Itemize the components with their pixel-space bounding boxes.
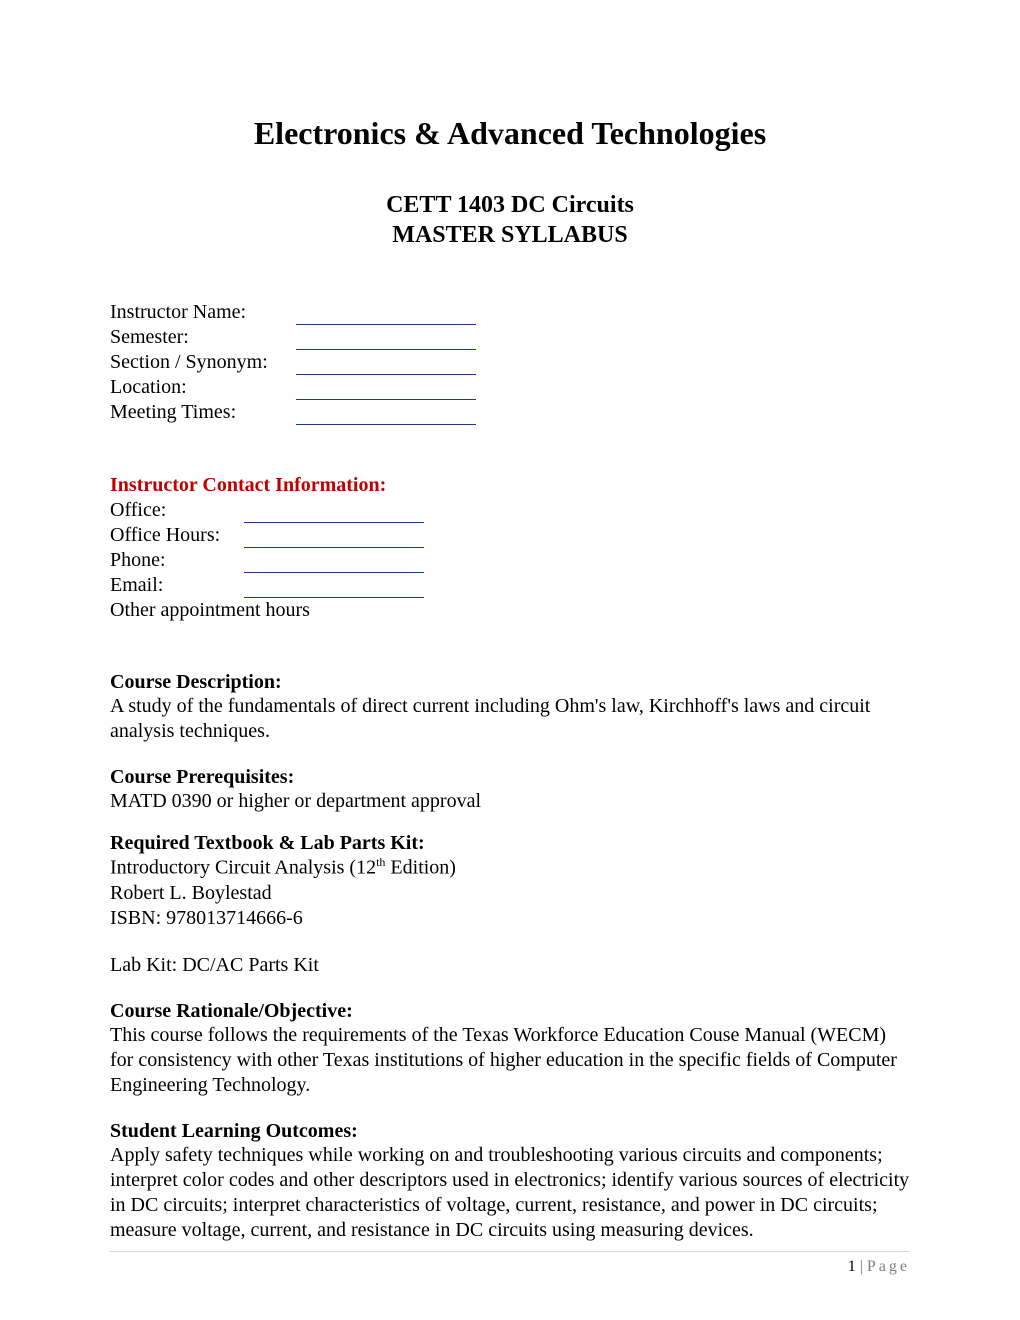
instructor-name-label: Instructor Name: xyxy=(110,300,292,325)
lab-kit-text: Lab Kit: DC/AC Parts Kit xyxy=(110,953,910,978)
section-field[interactable] xyxy=(296,357,476,375)
meeting-times-row: Meeting Times: xyxy=(110,400,910,425)
course-code-line: CETT 1403 DC Circuits xyxy=(110,190,910,220)
office-label: Office: xyxy=(110,498,240,523)
semester-field[interactable] xyxy=(296,332,476,350)
location-field[interactable] xyxy=(296,382,476,400)
course-description-heading: Course Description: xyxy=(110,671,910,694)
email-field[interactable] xyxy=(244,580,424,598)
prerequisites-text: MATD 0390 or higher or department approv… xyxy=(110,789,910,814)
instructor-name-row: Instructor Name: xyxy=(110,300,910,325)
rationale-heading: Course Rationale/Objective: xyxy=(110,1000,910,1023)
textbook-title-post: Edition) xyxy=(385,857,456,879)
department-title: Electronics & Advanced Technologies xyxy=(110,115,910,152)
office-row: Office: xyxy=(110,498,910,523)
office-hours-label: Office Hours: xyxy=(110,523,240,548)
course-description-text: A study of the fundamentals of direct cu… xyxy=(110,694,910,744)
phone-row: Phone: xyxy=(110,548,910,573)
master-syllabus-line: MASTER SYLLABUS xyxy=(110,220,910,250)
textbook-section: Required Textbook & Lab Parts Kit: Intro… xyxy=(110,832,910,978)
section-row: Section / Synonym: xyxy=(110,350,910,375)
page-footer: 1|Page xyxy=(110,1251,910,1276)
location-label: Location: xyxy=(110,375,292,400)
textbook-isbn: ISBN: 978013714666-6 xyxy=(110,906,910,931)
office-field[interactable] xyxy=(244,505,424,523)
section-label: Section / Synonym: xyxy=(110,350,292,375)
textbook-heading: Required Textbook & Lab Parts Kit: xyxy=(110,832,910,855)
page-container: Electronics & Advanced Technologies CETT… xyxy=(0,0,1020,1305)
textbook-line1: Introductory Circuit Analysis (12th Edit… xyxy=(110,855,910,881)
footer-label: Page xyxy=(867,1258,910,1275)
location-row: Location: xyxy=(110,375,910,400)
meeting-times-label: Meeting Times: xyxy=(110,400,292,425)
footer-rule xyxy=(110,1251,910,1252)
footer-separator: | xyxy=(856,1258,867,1275)
basic-info-block: Instructor Name: Semester: Section / Syn… xyxy=(110,300,910,425)
outcomes-section: Student Learning Outcomes: Apply safety … xyxy=(110,1120,910,1243)
course-title-block: CETT 1403 DC Circuits MASTER SYLLABUS xyxy=(110,190,910,250)
footer-text: 1|Page xyxy=(110,1258,910,1276)
meeting-times-field[interactable] xyxy=(296,407,476,425)
rationale-section: Course Rationale/Objective: This course … xyxy=(110,1000,910,1098)
semester-row: Semester: xyxy=(110,325,910,350)
phone-label: Phone: xyxy=(110,548,240,573)
outcomes-heading: Student Learning Outcomes: xyxy=(110,1120,910,1143)
rationale-text: This course follows the requirements of … xyxy=(110,1023,910,1098)
prerequisites-section: Course Prerequisites: MATD 0390 or highe… xyxy=(110,766,910,814)
office-hours-field[interactable] xyxy=(244,530,424,548)
contact-info-block: Instructor Contact Information: Office: … xyxy=(110,473,910,623)
textbook-author: Robert L. Boylestad xyxy=(110,881,910,906)
prerequisites-heading: Course Prerequisites: xyxy=(110,766,910,789)
outcomes-text: Apply safety techniques while working on… xyxy=(110,1143,910,1243)
email-row: Email: xyxy=(110,573,910,598)
email-label: Email: xyxy=(110,573,240,598)
semester-label: Semester: xyxy=(110,325,292,350)
instructor-name-field[interactable] xyxy=(296,307,476,325)
office-hours-row: Office Hours: xyxy=(110,523,910,548)
contact-heading: Instructor Contact Information: xyxy=(110,473,910,498)
textbook-title-pre: Introductory Circuit Analysis (12 xyxy=(110,857,376,879)
phone-field[interactable] xyxy=(244,555,424,573)
page-number: 1 xyxy=(848,1258,856,1275)
course-description-section: Course Description: A study of the funda… xyxy=(110,671,910,744)
other-appointment-text: Other appointment hours xyxy=(110,598,910,623)
